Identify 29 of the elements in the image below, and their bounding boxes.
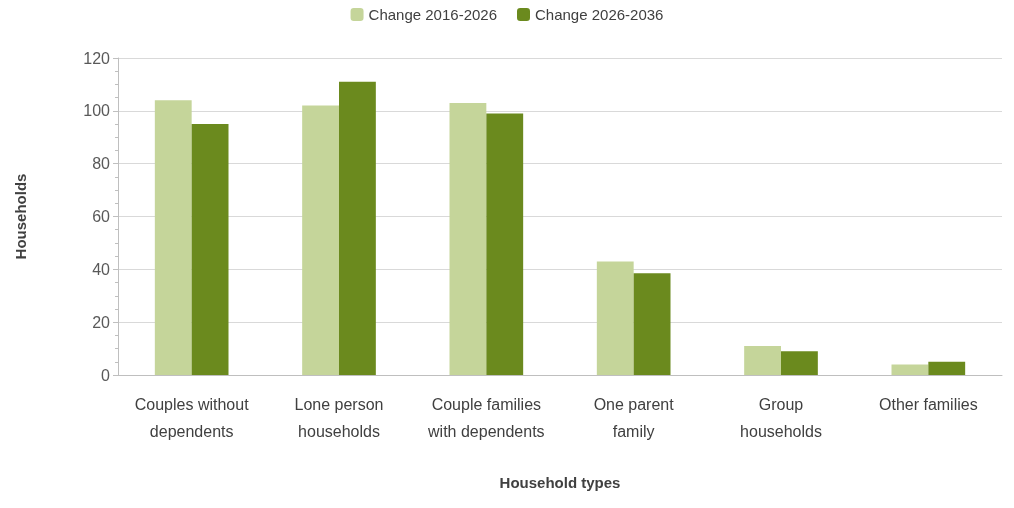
bar [633, 273, 671, 375]
bar [302, 105, 339, 375]
y-tick-label: 40 [92, 260, 111, 278]
y-tick-label: 120 [83, 49, 111, 67]
x-axis-title: Household types [499, 474, 621, 491]
bar [191, 124, 229, 375]
bar [596, 261, 634, 375]
x-tick-label: Lone person households [294, 396, 384, 440]
bar [928, 361, 966, 375]
x-tick-label: Other families [878, 396, 978, 413]
legend-label: Change 2016-2026 [368, 6, 498, 23]
bar [449, 102, 487, 375]
bar [339, 81, 376, 375]
bar [744, 345, 781, 375]
x-tick-label: Couples without dependents [134, 396, 250, 440]
bar [486, 113, 524, 375]
bar [891, 364, 929, 375]
y-tick-label: 80 [92, 155, 111, 173]
y-axis-title: Households [12, 173, 29, 260]
y-tick-label: 60 [92, 208, 111, 225]
y-tick-label: 20 [92, 313, 111, 331]
legend-label: Change 2026-2036 [535, 6, 664, 23]
x-tick-label: Couple families with dependents [427, 396, 545, 440]
y-tick-label: 0 [101, 366, 111, 384]
bar [781, 351, 818, 375]
x-tick-label: One parent family [593, 396, 675, 440]
y-tick-label: 100 [83, 102, 111, 120]
x-tick-label: Group households [740, 396, 822, 440]
bar [154, 100, 192, 375]
